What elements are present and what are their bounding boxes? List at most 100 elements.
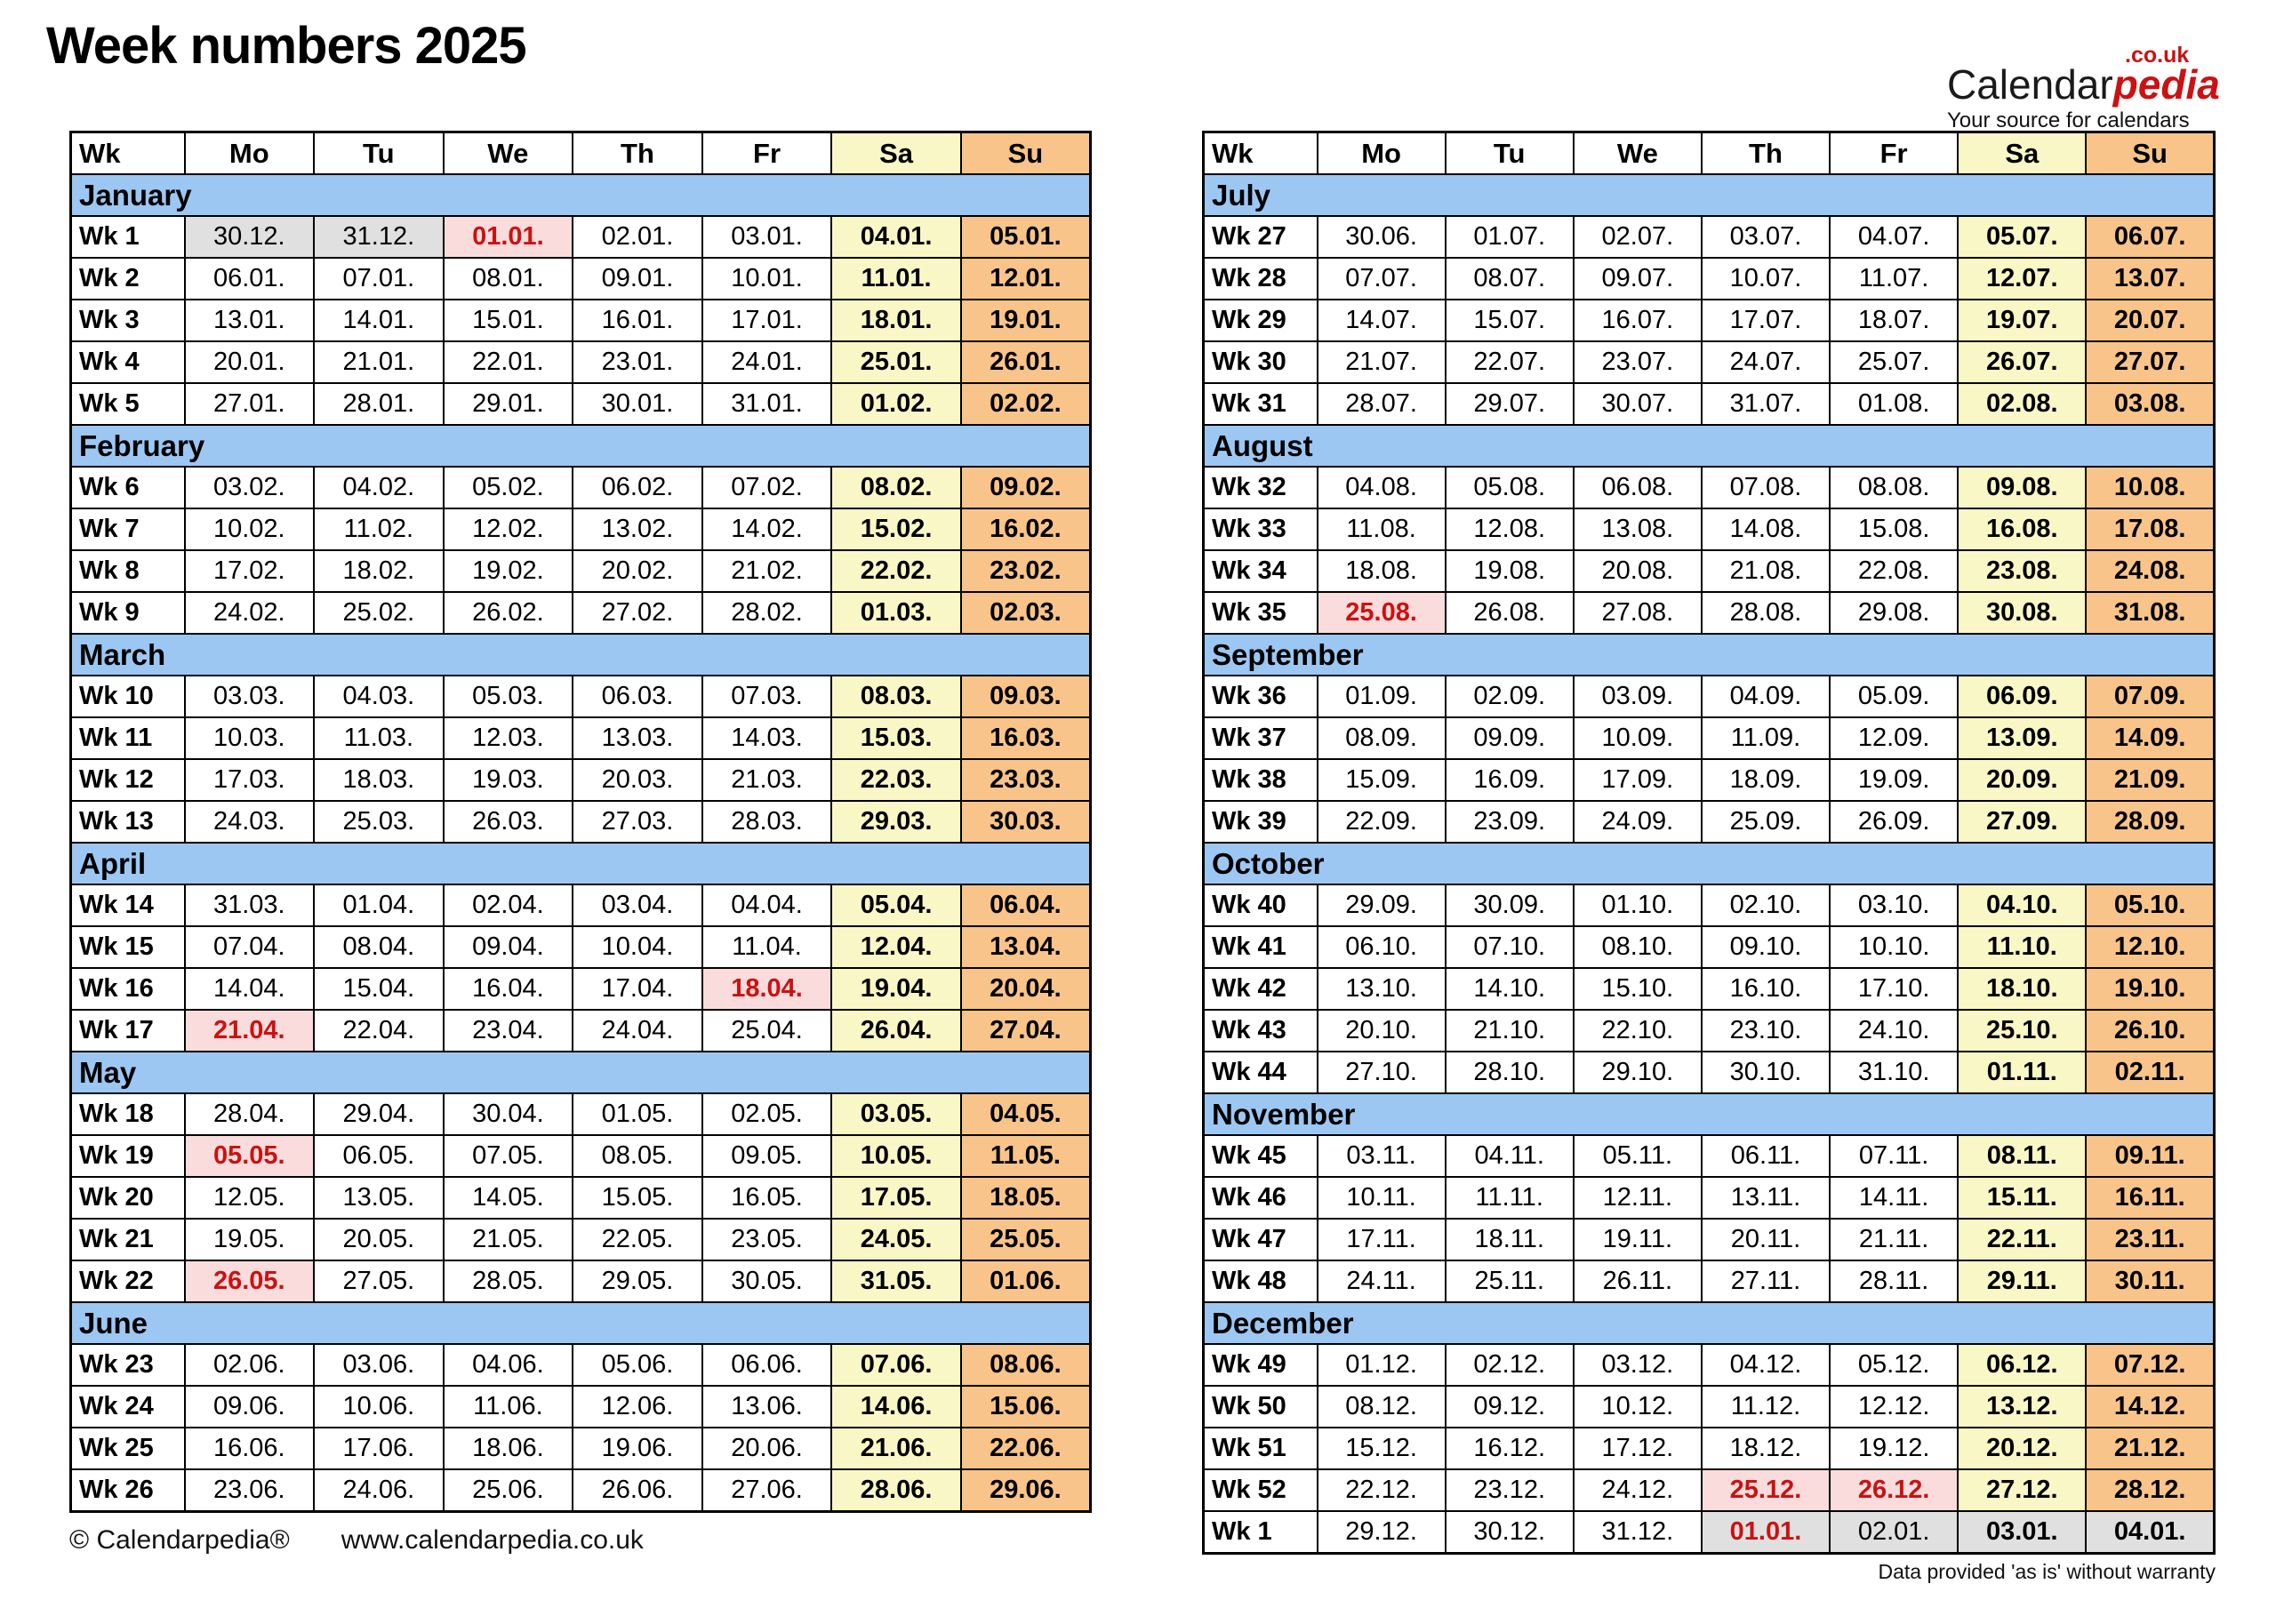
date-cell: 25.10. <box>1957 1009 2088 1052</box>
date-cell: 20.02. <box>572 549 703 593</box>
week-number-label: Wk 20 <box>69 1176 186 1220</box>
date-cell: 25.09. <box>1700 800 1831 844</box>
date-cell: 30.12. <box>183 215 316 259</box>
date-cell: 29.12. <box>1316 1510 1447 1555</box>
date-cell: 12.11. <box>1572 1176 1703 1220</box>
date-cell: 21.07. <box>1316 340 1447 384</box>
date-cell: 03.02. <box>183 466 316 509</box>
date-cell: 13.03. <box>572 716 703 760</box>
date-cell: 24.04. <box>572 1009 703 1052</box>
date-cell: 01.03. <box>830 591 962 635</box>
date-cell: 08.08. <box>1829 466 1959 509</box>
date-cell: 02.05. <box>701 1092 833 1136</box>
date-cell: 08.03. <box>830 675 962 718</box>
month-header-october: October <box>1202 842 2216 885</box>
date-cell: 13.01. <box>183 299 316 342</box>
date-cell: 13.07. <box>2085 257 2216 300</box>
date-cell: 22.08. <box>1829 549 1959 593</box>
date-cell: 04.06. <box>442 1343 574 1387</box>
date-cell: 12.06. <box>572 1385 703 1428</box>
week-row: Wk 10 03.03. 04.03. 05.03. 06.03. 07.03. 08.03… <box>69 675 1092 718</box>
week-row: Wk 32 04.08. 05.08. 06.08. 07.08. 08.08. 09.08… <box>1202 466 2216 509</box>
date-cell: 08.01. <box>442 257 574 300</box>
date-cell: 22.02. <box>830 549 962 593</box>
date-cell: 29.11. <box>1957 1260 2088 1303</box>
month-header-december: December <box>1202 1301 2216 1345</box>
date-cell: 29.10. <box>1572 1051 1703 1094</box>
date-cell: 27.03. <box>572 800 703 844</box>
date-cell: 06.04. <box>959 884 1092 927</box>
date-cell: 11.04. <box>701 925 833 969</box>
date-cell: 12.04. <box>830 925 962 969</box>
week-row: Wk 19 05.05. 06.05. 07.05. 08.05. 09.05. 10.05… <box>69 1134 1092 1178</box>
date-cell: 14.03. <box>701 716 833 760</box>
date-cell: 04.08. <box>1316 466 1447 509</box>
week-number-label: Wk 25 <box>69 1427 186 1470</box>
month-header-july: July <box>1202 173 2216 217</box>
week-row: Wk 37 08.09. 09.09. 10.09. 11.09. 12.09. 13.09… <box>1202 716 2216 760</box>
week-row: Wk 33 11.08. 12.08. 13.08. 14.08. 15.08. 16.08… <box>1202 508 2216 551</box>
week-row: Wk 4 20.01. 21.01. 22.01. 23.01. 24.01. 25.01.… <box>69 340 1092 384</box>
date-cell: 21.03. <box>701 758 833 802</box>
month-header-row: July <box>1202 173 2216 217</box>
date-cell: 16.03. <box>959 716 1092 760</box>
date-cell: 23.03. <box>959 758 1092 802</box>
week-row: Wk 17 21.04. 22.04. 23.04. 24.04. 25.04. 26.04… <box>69 1009 1092 1052</box>
date-cell: 07.05. <box>442 1134 574 1178</box>
date-cell: 16.11. <box>2085 1176 2216 1220</box>
date-cell: 25.05. <box>959 1218 1092 1261</box>
date-cell: 05.03. <box>442 675 574 718</box>
date-cell: 04.04. <box>701 884 833 927</box>
date-cell: 05.11. <box>1572 1134 1703 1178</box>
date-cell: 23.11. <box>2085 1218 2216 1261</box>
date-cell: 31.08. <box>2085 591 2216 635</box>
date-cell: 21.01. <box>313 340 445 384</box>
date-cell: 11.12. <box>1700 1385 1831 1428</box>
date-cell: 26.10. <box>2085 1009 2216 1052</box>
date-cell: 07.02. <box>701 466 833 509</box>
date-cell: 04.03. <box>313 675 445 718</box>
month-header-may: May <box>69 1051 1092 1094</box>
date-cell: 09.09. <box>1444 716 1575 760</box>
date-cell: 17.06. <box>313 1427 445 1470</box>
date-cell: 01.08. <box>1829 382 1959 426</box>
date-cell: 04.02. <box>313 466 445 509</box>
week-number-label: Wk 34 <box>1202 549 1318 593</box>
date-cell: 18.05. <box>959 1176 1092 1220</box>
website-url-text: www.calendarpedia.co.uk <box>341 1525 644 1555</box>
date-cell: 23.09. <box>1444 800 1575 844</box>
date-cell: 18.02. <box>313 549 445 593</box>
date-cell: 05.07. <box>1957 215 2088 259</box>
day-header-we: We <box>442 131 574 175</box>
date-cell: 31.10. <box>1829 1051 1959 1094</box>
day-header-su: Su <box>959 131 1092 175</box>
day-header-th: Th <box>1700 131 1831 175</box>
date-cell: 05.02. <box>442 466 574 509</box>
date-cell: 03.07. <box>1700 215 1831 259</box>
date-cell: 21.10. <box>1444 1009 1575 1052</box>
date-cell: 23.10. <box>1700 1009 1831 1052</box>
date-cell: 30.07. <box>1572 382 1703 426</box>
date-cell: 03.01. <box>701 215 833 259</box>
date-cell: 08.06. <box>959 1343 1092 1387</box>
week-number-label: Wk 22 <box>69 1260 186 1303</box>
month-header-november: November <box>1202 1092 2216 1136</box>
week-number-label: Wk 51 <box>1202 1427 1318 1470</box>
date-cell: 31.01. <box>701 382 833 426</box>
date-cell: 15.09. <box>1316 758 1447 802</box>
date-cell: 13.09. <box>1957 716 2088 760</box>
date-cell: 16.04. <box>442 967 574 1011</box>
week-row: Wk 11 10.03. 11.03. 12.03. 13.03. 14.03. 15.03… <box>69 716 1092 760</box>
date-cell: 27.05. <box>313 1260 445 1303</box>
date-cell: 24.12. <box>1572 1468 1703 1512</box>
date-cell: 27.10. <box>1316 1051 1447 1094</box>
week-number-label: Wk 38 <box>1202 758 1318 802</box>
week-number-label: Wk 1 <box>69 215 186 259</box>
week-row: Wk 22 26.05. 27.05. 28.05. 29.05. 30.05. 31.05… <box>69 1260 1092 1303</box>
week-row: Wk 36 01.09. 02.09. 03.09. 04.09. 05.09. 06.09… <box>1202 675 2216 718</box>
date-cell: 30.08. <box>1957 591 2088 635</box>
week-number-label: Wk 39 <box>1202 800 1318 844</box>
month-header-row: May <box>69 1051 1092 1094</box>
date-cell: 28.04. <box>183 1092 316 1136</box>
date-cell: 17.03. <box>183 758 316 802</box>
